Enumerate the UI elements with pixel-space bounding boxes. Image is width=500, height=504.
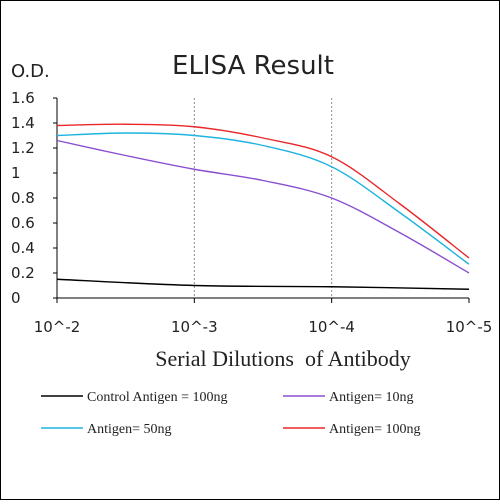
y-tick-label: 0.4 (11, 239, 35, 257)
series-line-0 (56, 278, 470, 290)
legend-label: Control Antigen = 100ng (87, 390, 228, 405)
y-tick-label: 0.8 (11, 189, 35, 207)
legend: Control Antigen = 100ng Antigen= 10ng Anti… (41, 390, 421, 437)
series-line-1 (56, 139, 470, 274)
series-layer (56, 123, 470, 290)
x-tick-labels: 10^-2 10^-3 10^-4 10^-5 (34, 318, 493, 336)
y-tick-label: 0.2 (11, 264, 35, 282)
y-tick-label: 1.2 (11, 139, 35, 157)
y-tick-label: 1.6 (11, 89, 35, 107)
x-tick-label: 10^-2 (34, 318, 81, 336)
series-line-2 (56, 132, 470, 265)
chart-title: ELISA Result (172, 51, 334, 81)
x-tick-label: 10^-3 (171, 318, 218, 336)
y-tick-label: 1.4 (11, 114, 35, 132)
y-tick-labels: 0 0.2 0.4 0.6 0.8 1 1.2 1.4 1.6 (11, 89, 57, 307)
grid-layer (56, 98, 470, 303)
x-axis-title: Serial Dilutions of Antibody (155, 346, 410, 371)
legend-label: Antigen= 100ng (329, 422, 421, 437)
y-tick-label: 1 (11, 164, 21, 182)
y-tick-label: 0.6 (11, 214, 35, 232)
x-tick-label: 10^-5 (446, 318, 493, 336)
legend-label: Antigen= 10ng (329, 390, 414, 405)
legend-label: Antigen= 50ng (87, 422, 172, 437)
series-line-3 (56, 123, 470, 259)
x-tick-label: 10^-4 (308, 318, 355, 336)
y-axis-title: O.D. (11, 61, 50, 82)
y-tick-label: 0 (11, 289, 21, 307)
